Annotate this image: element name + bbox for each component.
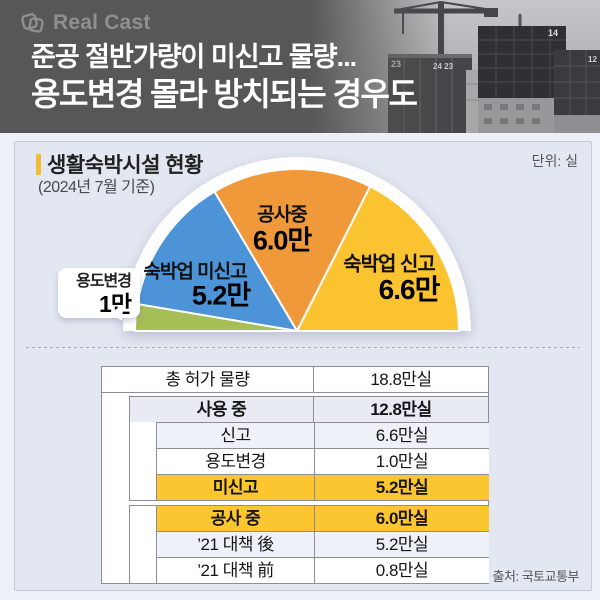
pie-slice-0 [296,185,460,332]
panel-subtitle: (2024년 7월 기준) [38,179,155,196]
table-row-total: 총 허가 물량 18.8만실 [102,367,488,393]
summary-table: 총 허가 물량 18.8만실 사용 중 12.8만실 신고 6.6만실 용도변경… [101,366,489,584]
pie-slices [134,168,460,332]
row-value: 6.6만실 [314,423,489,448]
panel-title: 생활숙박시설 현황 [47,154,203,177]
source-label: 출처: 국토교통부 [492,569,580,584]
accent-bar [36,153,41,175]
table-subgroup-in-use: 신고 6.6만실 용도변경 1.0만실 미신고 5.2만실 [156,422,489,500]
table-group-in-use: 사용 중 12.8만실 신고 6.6만실 용도변경 1.0만실 미신고 5.2만… [129,396,489,501]
table-row-construction: 공사 중 6.0만실 [157,506,489,531]
logo: Real Cast [20,9,151,37]
row-value: 5.2만실 [314,532,489,557]
row-label: 사용 중 [196,400,247,419]
row-value: 0.8만실 [314,558,489,583]
row-label: 공사 중 [210,509,261,528]
logo-icon [21,13,44,33]
pie-slice-1 [213,168,372,332]
row-value: 1.0만실 [314,449,489,474]
header: 23 24 23 14 12 Real Cast 준공 절반가량이 미신고 물량… [0,0,600,133]
dashed-separator [26,347,580,348]
row-value: 6.0만실 [314,506,489,531]
table-row-in-use: 사용 중 12.8만실 [130,397,488,422]
row-label: 신고 [220,426,251,445]
table-row-after-policy: ’21 대책 後 5.2만실 [157,531,489,557]
row-label: ’21 대책 前 [197,561,274,580]
row-value: 5.2만실 [314,475,489,500]
table-row-before-policy: ’21 대책 前 0.8만실 [157,557,489,583]
row-label: 용도변경 [205,452,266,471]
table-row-reported: 신고 6.6만실 [157,422,489,448]
headline-line1: 준공 절반가량이 미신고 물량... [31,42,357,72]
headline-line2: 용도변경 몰라 방치되는 경우도 [31,76,418,112]
row-value: 12.8만실 [313,397,488,422]
row-label: 총 허가 물량 [165,370,250,389]
row-value: 18.8만실 [313,367,488,392]
logo-text: Real Cast [53,11,151,34]
table-row-use-change: 용도변경 1.0만실 [157,448,489,474]
table-group-construction: 공사 중 6.0만실 ’21 대책 後 5.2만실 ’21 대책 前 0.8만실 [129,505,489,584]
headline: 준공 절반가량이 미신고 물량... 용도변경 몰라 방치되는 경우도 [31,40,418,114]
row-label: ’21 대책 後 [197,535,274,554]
panel-title-row: 생활숙박시설 현황 [36,149,203,179]
pie-svg [123,157,471,332]
row-label: 미신고 [212,478,259,497]
construction-photo: 23 24 23 14 12 [270,0,600,133]
content-panel: 생활숙박시설 현황 (2024년 7월 기준) 단위: 실 공사중 6.0만 숙… [14,141,592,591]
table-subgroup-construction: 공사 중 6.0만실 ’21 대책 後 5.2만실 ’21 대책 前 0.8만실 [156,506,489,583]
table-row-unreported: 미신고 5.2만실 [157,474,489,500]
unit-label: 단위: 실 [531,153,578,169]
